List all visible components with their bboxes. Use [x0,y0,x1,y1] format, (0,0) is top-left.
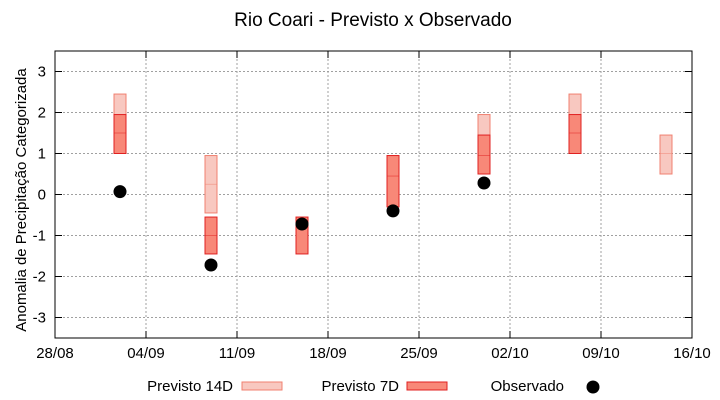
observado-point [386,204,400,218]
previsto-14d-box [659,134,673,175]
y-tick-label: 2 [38,105,46,122]
y-tick-label: 0 [38,187,46,204]
x-tick-label: 18/09 [309,345,347,362]
y-tick-label: -2 [33,269,46,286]
legend-swatch-previsto-7d [406,381,448,391]
observado-point [295,217,309,231]
previsto-7d-box [386,155,400,208]
legend-swatch-previsto-14d [241,381,283,391]
observado-point [204,258,218,272]
y-tick-label: 3 [38,64,46,81]
y-axis-ticks: -3 -2 -1 0 1 2 3 [33,64,692,327]
legend-label-previsto-14d: Previsto 14D [147,378,233,395]
y-axis-label: Anomalia de Precipitação Categorizada [13,68,30,332]
x-tick-label: 16/10 [673,345,711,362]
legend: Previsto 14D Previsto 7D Observado [147,378,600,395]
y-tick-label: -1 [33,228,46,245]
x-tick-label: 28/08 [36,345,74,362]
y-tick-label: -3 [33,310,46,327]
x-tick-label: 04/09 [127,345,165,362]
x-tick-label: 02/10 [491,345,529,362]
x-axis-ticks: 28/08 04/09 11/09 18/09 25/09 02/10 09/10 16/10 [36,51,711,362]
legend-marker-observado [586,380,600,394]
previsto-7d-box [477,134,491,175]
x-tick-label: 09/10 [582,345,620,362]
legend-label-observado: Observado [491,378,564,395]
y-tick-label: 1 [38,146,46,163]
previsto-7d-box [113,114,127,155]
previsto-7d-box [568,114,582,155]
x-tick-label: 11/09 [219,345,255,362]
chart-title: Rio Coari - Previsto x Observado [234,10,512,31]
observado-point [113,185,127,199]
observado-point [477,176,491,190]
series-previsto-7d [113,114,582,255]
grid-lines [55,51,692,338]
legend-label-previsto-7d: Previsto 7D [321,378,399,395]
series-observado [113,176,491,272]
x-tick-label: 25/09 [400,345,438,362]
